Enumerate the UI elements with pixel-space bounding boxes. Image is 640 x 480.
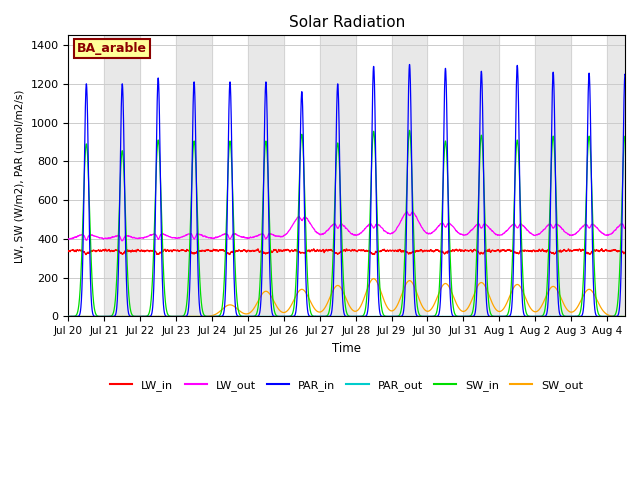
Bar <box>176 36 212 316</box>
Bar <box>104 36 140 316</box>
Bar <box>463 36 499 316</box>
Legend: LW_in, LW_out, PAR_in, PAR_out, SW_in, SW_out: LW_in, LW_out, PAR_in, PAR_out, SW_in, S… <box>106 375 588 395</box>
Bar <box>248 36 284 316</box>
Bar <box>320 36 356 316</box>
X-axis label: Time: Time <box>332 342 361 355</box>
Text: BA_arable: BA_arable <box>77 42 147 55</box>
Bar <box>607 36 640 316</box>
Bar <box>535 36 571 316</box>
Y-axis label: LW, SW (W/m2), PAR (umol/m2/s): LW, SW (W/m2), PAR (umol/m2/s) <box>15 89 25 263</box>
Bar <box>392 36 428 316</box>
Title: Solar Radiation: Solar Radiation <box>289 15 405 30</box>
